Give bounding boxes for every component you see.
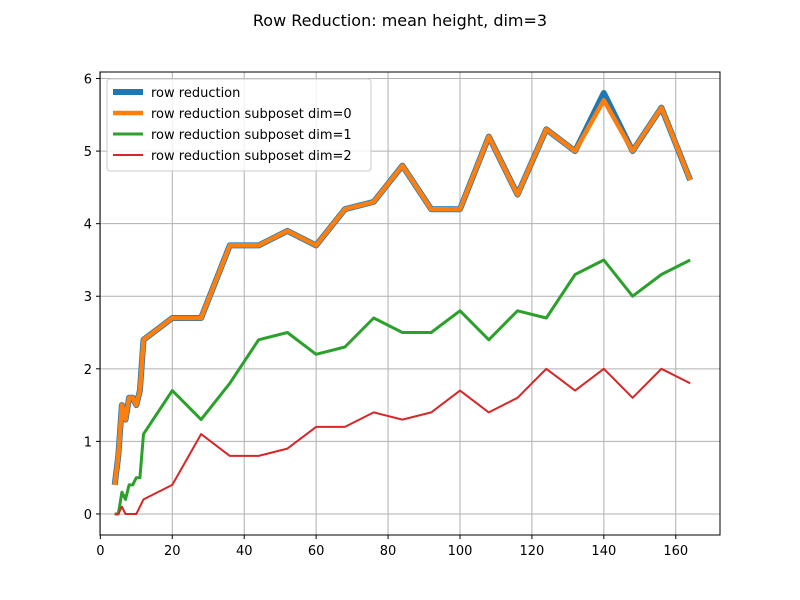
x-tick-label: 40	[236, 544, 253, 559]
y-tick-label: 5	[84, 145, 92, 160]
y-tick-label: 0	[84, 508, 92, 523]
legend-label-2: row reduction subposet dim=1	[151, 128, 352, 143]
y-tick-label: 1	[84, 435, 92, 450]
series-line-2	[114, 258, 691, 516]
y-tick-label: 2	[84, 363, 92, 378]
plot-frame	[99, 71, 721, 536]
y-axis: 0 1 2 3 4 5 6	[84, 73, 100, 523]
legend: row reduction row reduction subposet dim=…	[106, 78, 372, 172]
legend-box	[106, 78, 372, 172]
x-tick-label: 120	[520, 544, 545, 559]
x-axis: 0 20 40 60 80 100 120 140 160	[96, 535, 688, 559]
chart-title: Row Reduction: mean height, dim=3	[253, 11, 547, 30]
legend-label-1: row reduction subposet dim=0	[151, 107, 352, 122]
x-tick-label: 140	[591, 544, 616, 559]
x-tick-label: 160	[663, 544, 688, 559]
y-tick-label: 4	[84, 218, 92, 233]
legend-label-0: row reduction	[151, 86, 240, 101]
series-line-3	[114, 367, 691, 515]
series-layer	[111, 90, 693, 516]
series-line-1	[112, 98, 693, 486]
legend-label-3: row reduction subposet dim=2	[151, 149, 352, 164]
x-tick-label: 80	[380, 544, 397, 559]
y-tick-label: 3	[84, 290, 92, 305]
x-tick-label: 0	[96, 544, 104, 559]
x-tick-label: 100	[448, 544, 473, 559]
x-tick-label: 20	[164, 544, 181, 559]
y-tick-label: 6	[84, 73, 92, 88]
x-tick-label: 60	[308, 544, 325, 559]
grid-lines	[99, 72, 720, 535]
